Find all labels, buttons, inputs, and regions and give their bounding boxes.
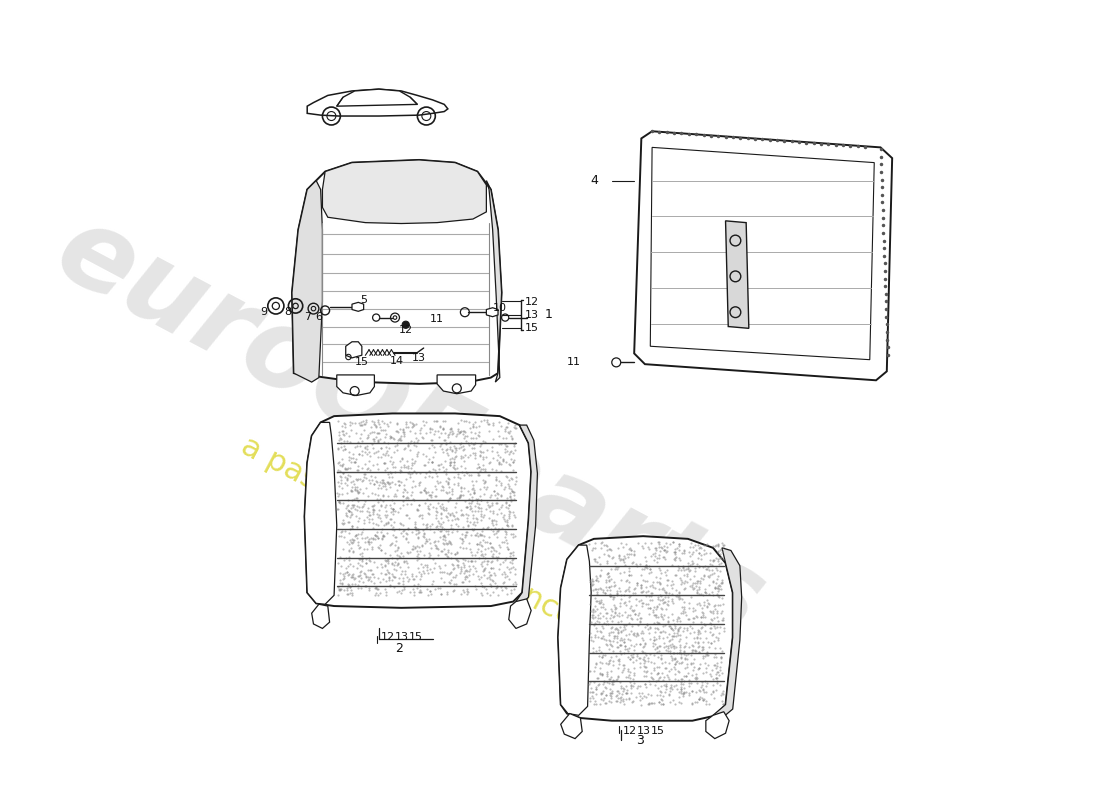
Polygon shape <box>561 714 582 738</box>
Polygon shape <box>322 160 486 223</box>
Polygon shape <box>635 131 892 380</box>
Polygon shape <box>305 422 337 604</box>
Text: 15: 15 <box>651 726 666 737</box>
Text: 13: 13 <box>637 726 651 737</box>
Polygon shape <box>509 599 531 629</box>
Polygon shape <box>311 604 330 629</box>
Polygon shape <box>706 712 729 738</box>
Polygon shape <box>486 181 502 382</box>
Text: 12: 12 <box>398 325 412 335</box>
Text: 9: 9 <box>261 307 267 318</box>
Text: 13: 13 <box>525 310 539 320</box>
Text: 2: 2 <box>395 642 403 654</box>
Text: 15: 15 <box>355 358 368 367</box>
Text: 6: 6 <box>316 312 322 322</box>
Text: 11: 11 <box>566 358 581 367</box>
Polygon shape <box>516 425 538 604</box>
Text: 12: 12 <box>381 632 395 642</box>
Text: 10: 10 <box>493 302 507 313</box>
Text: a passion for parts since 1985: a passion for parts since 1985 <box>235 431 657 674</box>
Polygon shape <box>305 414 531 608</box>
Text: 3: 3 <box>637 734 645 747</box>
Circle shape <box>403 321 409 328</box>
Text: 15: 15 <box>525 323 539 334</box>
Text: euroOEparts: euroOEparts <box>39 195 782 658</box>
Polygon shape <box>558 545 591 715</box>
Text: 1: 1 <box>544 308 552 322</box>
Text: 15: 15 <box>409 632 424 642</box>
Text: 4: 4 <box>591 174 598 187</box>
Text: 13: 13 <box>412 353 426 363</box>
Polygon shape <box>292 181 322 382</box>
Polygon shape <box>352 302 364 311</box>
Text: 14: 14 <box>389 357 404 366</box>
Text: 12: 12 <box>623 726 637 737</box>
Text: 8: 8 <box>284 307 292 318</box>
Text: 7: 7 <box>304 312 311 322</box>
Polygon shape <box>486 308 498 317</box>
Text: 12: 12 <box>525 298 539 307</box>
Polygon shape <box>650 147 875 360</box>
Text: 13: 13 <box>395 632 409 642</box>
Polygon shape <box>713 548 741 718</box>
Polygon shape <box>337 375 374 395</box>
Polygon shape <box>307 89 448 116</box>
Polygon shape <box>345 342 362 358</box>
Polygon shape <box>558 536 733 721</box>
Polygon shape <box>292 160 502 384</box>
Polygon shape <box>437 375 475 394</box>
Text: 5: 5 <box>360 294 367 305</box>
Text: 11: 11 <box>430 314 444 324</box>
Polygon shape <box>337 89 417 106</box>
Polygon shape <box>726 221 749 328</box>
